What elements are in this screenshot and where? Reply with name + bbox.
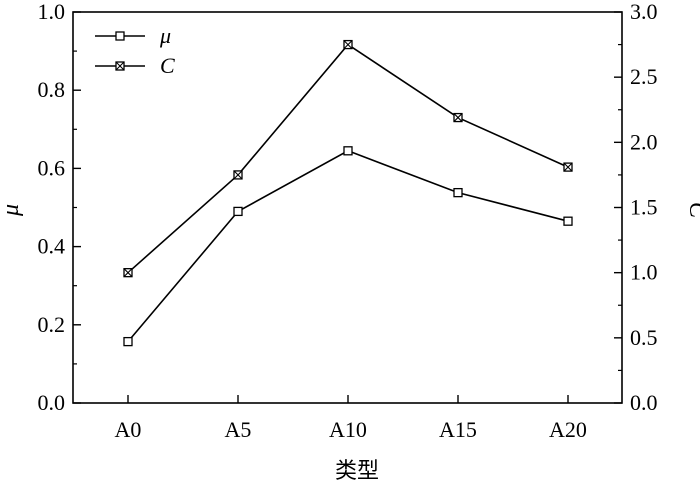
x-tick-label: A5	[225, 417, 252, 442]
left-axis-ticks: 0.0 0.2 0.4 0.6 0.8 1.0	[38, 0, 81, 415]
data-point	[453, 187, 463, 198]
series-layer	[123, 39, 573, 347]
data-point-cross	[453, 113, 463, 122]
x-axis-ticks: A0 A5 A10 A15 A20	[115, 395, 587, 442]
data-point	[123, 336, 133, 347]
left-tick-label: 0.6	[38, 155, 66, 180]
left-tick-label: 0.2	[38, 312, 66, 337]
series-c	[123, 39, 573, 278]
right-tick-label: 2.0	[630, 129, 658, 154]
left-tick-label: 1.0	[38, 0, 66, 24]
x-tick-label: A10	[329, 417, 367, 442]
right-tick-label: 0.5	[630, 325, 658, 350]
left-tick-label: 0.4	[38, 234, 66, 259]
right-tick-label: 2.5	[630, 64, 658, 89]
data-point-cross	[563, 162, 573, 172]
right-axis-ticks: 0.0 0.5 1.0 1.5 2.0 2.5 3.0	[614, 0, 658, 415]
legend-label: μ	[159, 23, 171, 48]
data-point	[233, 206, 243, 217]
data-point-cross	[233, 170, 243, 180]
data-point	[563, 216, 573, 226]
left-axis-title: μ	[0, 204, 24, 217]
legend-marker-cross	[115, 61, 125, 71]
legend: μC	[95, 23, 175, 78]
x-axis-title: 类型	[335, 459, 379, 484]
series-mu	[123, 146, 573, 347]
x-tick-label: A15	[439, 417, 477, 442]
plot-frame	[72, 11, 623, 404]
data-point-cross	[343, 40, 353, 49]
right-axis-title: C	[684, 202, 700, 219]
plot-area-border	[72, 11, 623, 404]
legend-marker	[115, 31, 125, 41]
left-tick-label: 0.8	[38, 77, 66, 102]
data-point	[343, 146, 353, 156]
series-line	[127, 43, 569, 274]
right-tick-label: 3.0	[630, 0, 658, 24]
right-tick-label: 0.0	[630, 390, 658, 415]
left-tick-label: 0.0	[38, 390, 66, 415]
data-point-cross	[123, 268, 133, 278]
series-line	[127, 149, 569, 343]
right-tick-label: 1.0	[630, 260, 658, 285]
x-tick-label: A20	[549, 417, 587, 442]
x-tick-label: A0	[115, 417, 142, 442]
right-tick-label: 1.5	[630, 195, 658, 220]
legend-label: C	[160, 53, 175, 78]
